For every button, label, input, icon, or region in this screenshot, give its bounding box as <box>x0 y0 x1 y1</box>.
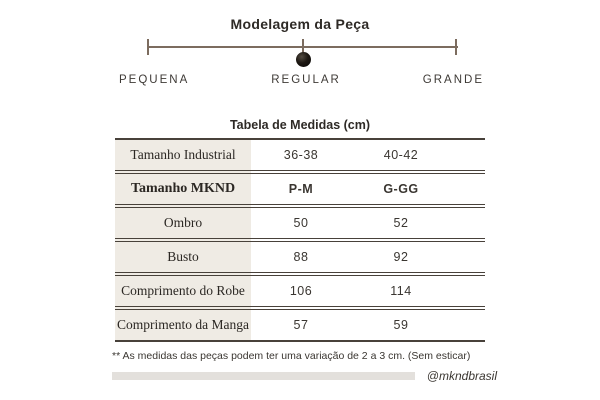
scale-marker[interactable] <box>296 52 311 67</box>
scale-label-regular: REGULAR <box>271 74 341 86</box>
scale-labels: PEQUENA REGULAR GRANDE <box>119 74 484 86</box>
scale-tick-left <box>147 39 149 55</box>
modelagem-title: Modelagem da Peça <box>230 16 370 32</box>
row-value-ggg: 40-42 <box>383 148 419 162</box>
row-value-pm: 36-38 <box>283 148 319 162</box>
row-divider <box>115 204 485 208</box>
row-label: Busto <box>167 249 199 264</box>
table-row-ombro: Ombro 50 52 <box>115 208 485 238</box>
table-row-tamanho-mknd: Tamanho MKND P-M G-GG <box>115 174 485 204</box>
row-divider <box>115 306 485 310</box>
row-label: Tamanho MKND <box>130 181 236 196</box>
table-row-busto: Busto 88 92 <box>115 242 485 272</box>
row-label: Comprimento do Robe <box>121 283 245 298</box>
footnote: ** As medidas das peças podem ter uma va… <box>112 350 471 362</box>
row-value-pm: P-M <box>288 182 314 196</box>
scale-label-pequena: PEQUENA <box>119 74 190 86</box>
instagram-handle: @mkndbrasil <box>426 369 497 383</box>
row-value-ggg: 52 <box>393 216 409 230</box>
footer-row: @mkndbrasil <box>112 369 497 383</box>
table-title: Tabela de Medidas (cm) <box>229 118 371 132</box>
row-divider <box>115 272 485 276</box>
table-row-tamanho-industrial: Tamanho Industrial 36-38 40-42 <box>115 140 485 170</box>
table-row-comprimento-manga: Comprimento da Manga 57 59 <box>115 310 485 340</box>
table-bottom-rule <box>115 340 485 342</box>
table-top-rule <box>115 138 485 140</box>
table-row-comprimento-robe: Comprimento do Robe 106 114 <box>115 276 485 306</box>
row-value-ggg: 92 <box>393 250 409 264</box>
scale-tick-mid <box>302 39 304 55</box>
scale-tick-right <box>455 39 457 55</box>
measurements-table: Tamanho Industrial 36-38 40-42 Tamanho M… <box>115 138 485 342</box>
row-label: Comprimento da Manga <box>117 317 249 332</box>
row-divider <box>115 238 485 242</box>
row-value-ggg: 114 <box>390 284 412 298</box>
footer-bar <box>112 372 415 380</box>
row-divider <box>115 170 485 174</box>
row-value-ggg: 59 <box>393 318 409 332</box>
row-value-pm: 57 <box>293 318 309 332</box>
row-value-pm: 50 <box>293 216 309 230</box>
scale-label-grande: GRANDE <box>422 74 484 86</box>
row-value-ggg: G-GG <box>383 182 419 196</box>
row-value-pm: 106 <box>289 284 313 298</box>
row-label: Ombro <box>163 215 203 230</box>
fit-scale: PEQUENA REGULAR GRANDE <box>0 38 600 96</box>
row-label: Tamanho Industrial <box>130 147 236 162</box>
row-value-pm: 88 <box>293 250 309 264</box>
